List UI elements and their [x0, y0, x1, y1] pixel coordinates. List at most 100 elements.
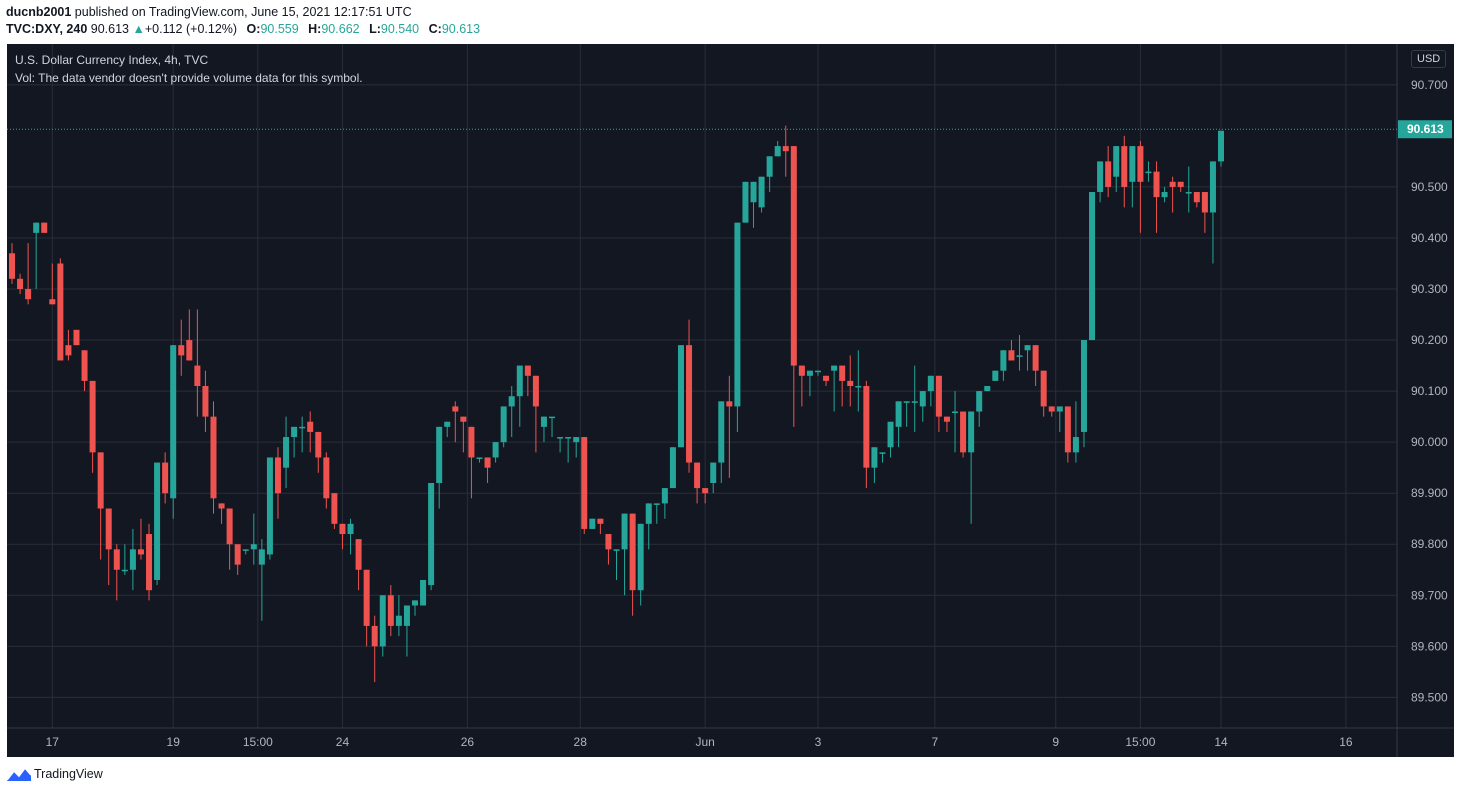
candle-body [331, 493, 338, 524]
candle-body [307, 421, 314, 432]
candle-body [210, 416, 217, 499]
candle-body [49, 299, 56, 305]
candle-body [984, 386, 991, 392]
candle-body [1113, 146, 1120, 177]
candle-body [129, 549, 136, 570]
chart-legend-title: U.S. Dollar Currency Index, 4h, TVC [15, 53, 209, 67]
y-tick-label: 89.900 [1411, 486, 1448, 500]
x-tick-label: 26 [461, 735, 475, 749]
candle-body [468, 426, 475, 458]
candle-body [89, 380, 96, 453]
candle-body [1105, 161, 1112, 187]
candle-body [242, 549, 249, 551]
grid-lines [7, 44, 1454, 757]
candle-body [605, 534, 612, 550]
candle-body [1218, 130, 1224, 162]
candle-body [444, 421, 451, 427]
candle-body [855, 386, 862, 388]
chart-area[interactable]: 90.700 90.500 90.400 90.300 90.200 90.100 90.0… [7, 44, 1454, 757]
candle-body [952, 411, 959, 414]
y-tick-label: 90.300 [1411, 282, 1448, 296]
candle-body [766, 156, 773, 177]
x-tick-label: 19 [167, 735, 181, 749]
candle-body [661, 488, 668, 504]
candle-body [1032, 345, 1039, 371]
last-price: 90.613 [90, 22, 129, 36]
candle-body [637, 523, 644, 591]
candle-body [452, 406, 459, 412]
ohlc-line: TVC:DXY, 240 90.613 ▲+0.112 (+0.12%) O:9… [6, 22, 480, 36]
x-tick-label: 14 [1214, 735, 1228, 749]
candle-body [1072, 437, 1079, 453]
open-label: O: [246, 22, 261, 36]
candle-body [935, 375, 942, 417]
candle-body [73, 329, 80, 346]
x-tick-label: 17 [46, 735, 60, 749]
candle-body [742, 181, 749, 223]
candle-body [919, 391, 926, 407]
candle-body [968, 411, 975, 453]
high-label: H: [308, 22, 322, 36]
author-name[interactable]: ducnb2001 [6, 5, 72, 19]
candle-body [17, 278, 24, 290]
candle-body [581, 437, 588, 529]
candle-body [1209, 161, 1216, 213]
candle-body [1145, 171, 1152, 174]
tradingview-brand[interactable]: TradingView [34, 767, 103, 781]
y-tick-label: 90.100 [1411, 384, 1448, 398]
candle-body [573, 437, 580, 443]
candle-body [194, 365, 201, 386]
candle-body [1177, 181, 1184, 187]
candle-body [484, 457, 491, 468]
candle-body [339, 523, 346, 535]
low-value: 90.540 [380, 22, 420, 36]
candles-layer [9, 125, 1224, 683]
candle-body [105, 508, 112, 550]
x-tick-label: 16 [1339, 735, 1353, 749]
tradingview-logo-icon[interactable] [6, 766, 32, 782]
candle-body [863, 386, 870, 468]
x-tick-label: 24 [336, 735, 350, 749]
candle-body [403, 605, 410, 626]
candle-body [274, 457, 281, 494]
candle-body [798, 365, 805, 376]
y-tick-label: 90.500 [1411, 180, 1448, 194]
candle-body [911, 401, 918, 403]
candle-body [508, 396, 515, 407]
candle-body [653, 503, 660, 505]
y-tick-label: 89.800 [1411, 537, 1448, 551]
candle-body [137, 549, 144, 555]
candle-body [1169, 181, 1176, 187]
candle-body [178, 345, 185, 356]
close-label: C: [428, 22, 442, 36]
candle-body [549, 416, 556, 419]
candle-body [170, 345, 177, 499]
candle-body [960, 411, 967, 453]
candle-body [540, 416, 547, 427]
x-tick-label: 15:00 [243, 735, 273, 749]
candlestick-chart[interactable]: 90.700 90.500 90.400 90.300 90.200 90.100 90.0… [7, 44, 1454, 757]
candle-body [1129, 146, 1136, 182]
candle-body [113, 549, 120, 570]
candle-body [702, 488, 709, 494]
candle-body [1097, 161, 1104, 193]
candle-body [1121, 146, 1128, 187]
axes-layer: 90.700 90.500 90.400 90.300 90.200 90.100 90.0… [7, 44, 1454, 757]
candle-body [81, 350, 88, 381]
y-tick-label: 90.200 [1411, 333, 1448, 347]
candle-body [669, 447, 676, 489]
candle-body [1080, 340, 1087, 432]
currency-badge[interactable]: USD [1411, 50, 1447, 68]
close-value: 90.613 [441, 22, 481, 36]
candle-body [436, 426, 443, 483]
candle-body [1161, 192, 1168, 198]
candle-body [726, 401, 733, 407]
candle-body [629, 513, 636, 591]
candle-body [823, 375, 830, 381]
candle-body [355, 539, 362, 570]
candle-body [524, 365, 531, 376]
candle-body [1089, 192, 1096, 341]
footer: TradingView [0, 757, 1461, 793]
x-tick-label: Jun [695, 735, 714, 749]
low-label: L: [369, 22, 381, 36]
